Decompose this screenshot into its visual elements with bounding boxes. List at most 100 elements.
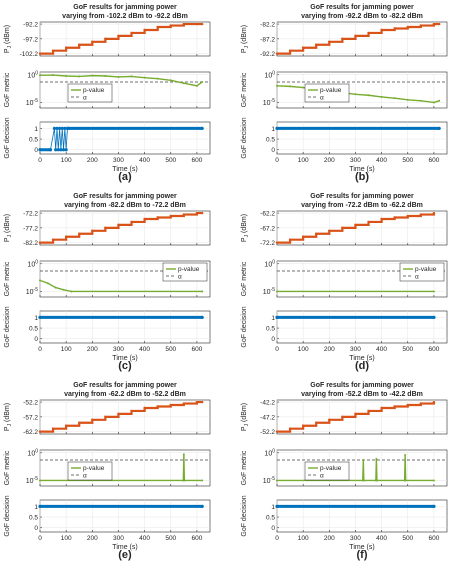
pvalue-data-point (432, 290, 435, 293)
decision-subplot: 0 0.5 1 0 100 200 300 400 500 600 GoF decision Time… (241, 306, 448, 362)
y-tick-label: -82.2 (260, 22, 275, 29)
panel-label: (d) (355, 360, 369, 372)
decision-data-point (52, 126, 56, 130)
power-data-point (406, 25, 409, 29)
power-data-point (169, 403, 172, 407)
panel-subtitle: varying from -52.2 dBm to -42.2 dBm (301, 391, 423, 398)
y-tick-label: 100 (264, 259, 275, 268)
decision-axes-frame (39, 499, 211, 533)
power-data-point (143, 406, 146, 410)
legend-label-pvalue: p-value (320, 465, 342, 472)
power-data-point (301, 235, 305, 238)
panel-subtitle: varying from -92.2 dBm to -82.2 dBm (301, 13, 423, 20)
y-tick-label: 0.5 (29, 326, 38, 333)
y-axis-label: GoF decision (4, 117, 11, 158)
panel-3: GoF results for jamming power varying fro… (4, 193, 211, 372)
power-data-point (275, 52, 279, 55)
power-data-point (130, 31, 133, 35)
pvalue-data-point (201, 80, 204, 83)
x-tick-label: 0 (38, 346, 42, 353)
decision-subplot: 0 0.5 1 0 100 200 300 400 500 600 GoF decision Time… (241, 117, 448, 173)
y-tick-label: -47.2 (260, 414, 275, 421)
power-data-point (200, 22, 204, 26)
decision-data-point (54, 148, 58, 152)
x-tick-label: 100 (61, 157, 72, 164)
x-tick-label: 400 (139, 535, 150, 542)
x-tick-label: 600 (191, 346, 202, 353)
power-subplot: -92.2 -87.2 -82.2 PJ (dBm) (241, 22, 448, 58)
x-tick-label: 0 (275, 346, 279, 353)
y-tick-label: -42.2 (260, 400, 275, 407)
decision-data-point (56, 148, 60, 152)
x-axis-label: Time (s) (112, 166, 137, 173)
y-tick-label: 1 (271, 126, 275, 133)
power-data-point (182, 213, 186, 216)
pvalue-data-point (182, 82, 185, 85)
pvalue-data-point (104, 74, 107, 77)
power-data-point (64, 235, 68, 238)
pvalue-data-point (375, 457, 378, 460)
power-data-point (301, 424, 305, 427)
power-data-point (367, 220, 370, 224)
pvalue-data-point (46, 282, 49, 285)
y-tick-label: 10-5 (263, 98, 275, 107)
legend-label-alpha: α (83, 95, 87, 102)
decision-axes-frame (276, 499, 448, 533)
pvalue-data-point (130, 75, 133, 78)
pvalue-data-point (182, 453, 185, 456)
power-data-point (315, 421, 318, 424)
power-data-point (288, 238, 292, 241)
power-data-point (275, 430, 279, 433)
x-tick-label: 600 (428, 535, 439, 542)
decision-subplot: 0 0.5 1 0 100 200 300 400 500 600 GoF decision Time… (4, 117, 211, 173)
x-tick-label: 500 (402, 157, 413, 164)
power-data-point (64, 424, 68, 427)
decision-data-point (67, 126, 71, 130)
y-tick-label: -102.2 (20, 51, 39, 58)
y-tick-label: 1 (271, 504, 275, 511)
y-axis-label: GoF metric (4, 72, 11, 107)
x-tick-label: 200 (87, 535, 98, 542)
power-data-point (275, 241, 279, 244)
x-tick-label: 300 (350, 346, 361, 353)
legend-label-pvalue: p-value (415, 266, 437, 273)
power-data-point (354, 223, 357, 227)
legend-label-pvalue: p-value (320, 87, 342, 94)
x-axis-label: Time (s) (349, 544, 374, 551)
y-axis-label: GoF decision (4, 495, 11, 536)
y-tick-label: -77.2 (23, 225, 38, 232)
power-data-point (104, 415, 107, 419)
power-data-point (380, 217, 383, 221)
x-tick-label: 200 (87, 157, 98, 164)
pvalue-data-point (432, 101, 435, 104)
y-tick-label: -67.2 (260, 225, 275, 232)
y-tick-label: -72.2 (23, 211, 38, 218)
power-data-point (78, 421, 81, 424)
decision-data-point (60, 126, 64, 130)
decision-data-point (275, 126, 279, 130)
x-axis-label: Time (s) (112, 355, 137, 362)
x-tick-label: 600 (428, 157, 439, 164)
decision-subplot: 0 0.5 1 0 100 200 300 400 500 600 GoF decision Time… (241, 495, 448, 551)
decision-subplot: 0 0.5 1 0 100 200 300 400 500 600 GoF decision Time… (4, 306, 211, 362)
x-tick-label: 0 (38, 157, 42, 164)
y-axis-label: GoF metric (241, 72, 248, 107)
x-tick-label: 500 (402, 535, 413, 542)
power-data-point (328, 418, 331, 422)
pvalue-data-point (393, 97, 396, 100)
y-tick-label: 0 (271, 336, 275, 343)
power-data-point (117, 412, 120, 416)
legend-label-pvalue: p-value (83, 465, 105, 472)
y-tick-label: 100 (264, 70, 275, 79)
legend-box (304, 461, 350, 481)
pvalue-data-point (432, 479, 435, 482)
y-axis-label: PJ (dBm) (4, 25, 13, 53)
x-tick-label: 400 (139, 157, 150, 164)
x-tick-label: 500 (165, 157, 176, 164)
power-data-point (78, 232, 81, 235)
pvalue-data-point (302, 86, 305, 89)
x-tick-label: 200 (324, 157, 335, 164)
